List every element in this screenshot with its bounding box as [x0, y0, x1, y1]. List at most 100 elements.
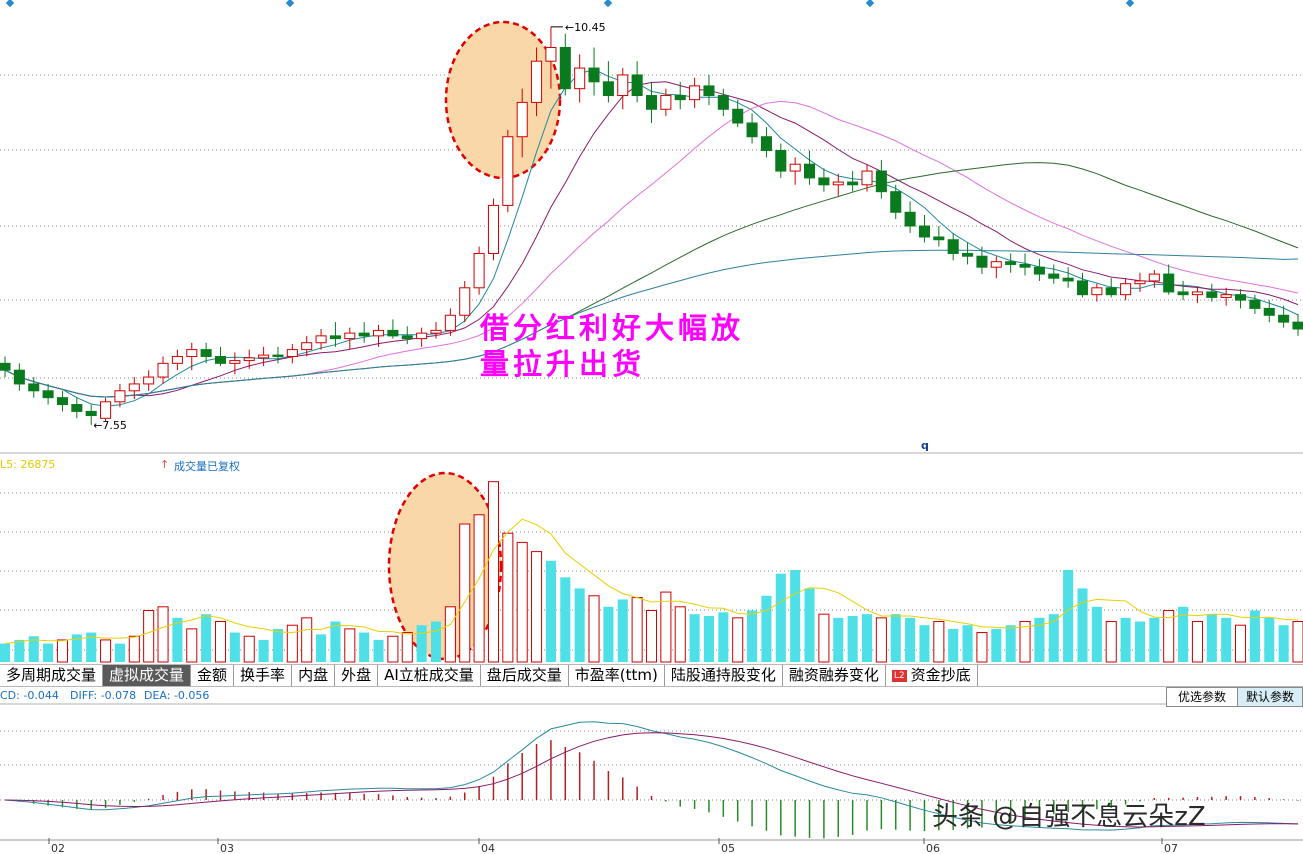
candle-body: [1076, 280, 1089, 296]
optimize-params-button[interactable]: 优选参数: [1166, 687, 1238, 707]
volume-bar: [1221, 617, 1232, 662]
candle-body: [1005, 261, 1017, 265]
volume-bar: [1134, 621, 1145, 662]
candle-body: [416, 332, 428, 340]
candle-body: [42, 390, 54, 399]
candle-body: [373, 329, 385, 337]
volume-bar: [905, 617, 916, 662]
volume-bar: [1249, 610, 1260, 662]
volume-bar: [430, 621, 442, 662]
tab-label: 虚拟成交量: [109, 666, 185, 684]
tab-label: 融资融券变化: [788, 666, 879, 684]
volume-bar: [71, 634, 82, 662]
tab-label: 金额: [197, 666, 228, 684]
volume-bar: [344, 628, 356, 663]
date-tick-label: 05: [721, 842, 735, 854]
tab-label: 多周期成交量: [6, 666, 97, 684]
tab-0[interactable]: 多周期成交量: [0, 665, 104, 686]
tab-6[interactable]: AI立桩成交量: [378, 665, 481, 686]
tab-10[interactable]: 融资融券变化: [783, 665, 886, 686]
candle-body: [947, 239, 959, 254]
tab-11[interactable]: L2 资金抄底: [886, 665, 978, 686]
candle-body: [128, 383, 140, 392]
candle-body: [933, 236, 945, 241]
candle-body: [976, 255, 988, 268]
date-tick-label: 03: [220, 842, 234, 854]
volume-ma-line: [4, 518, 1299, 645]
candle-body: [789, 163, 801, 172]
candle-body: [1278, 314, 1290, 323]
candle-body: [487, 204, 499, 254]
candle-body: [85, 410, 97, 417]
volume-bar: [444, 606, 456, 663]
volume-bar: [645, 609, 658, 663]
tab-5[interactable]: 外盘: [335, 665, 379, 686]
candle-body: [56, 397, 68, 406]
candle-body: [344, 332, 356, 340]
volume-bar: [948, 628, 959, 662]
tab-8[interactable]: 市盈率(ttm): [569, 665, 665, 686]
volume-bar: [0, 643, 11, 662]
date-tick-label: 06: [926, 842, 940, 854]
macd-dea-label: DEA: -0.056: [144, 689, 210, 702]
volume-bar: [1063, 570, 1074, 662]
volume-bar: [86, 632, 97, 662]
tab-2[interactable]: 金额: [191, 665, 235, 686]
candle-body: [531, 60, 543, 103]
candle-body: [1048, 273, 1060, 279]
candle-body: [1163, 273, 1175, 293]
low-label: ←7.55: [93, 419, 127, 432]
candle-body: [861, 170, 873, 186]
volume-bar: [43, 643, 54, 662]
diamond-marker-icon: [285, 0, 295, 8]
tab-3[interactable]: 换手率: [234, 665, 293, 686]
candle-body: [689, 85, 701, 101]
volume-bar: [919, 625, 930, 662]
candle-body: [502, 136, 514, 206]
candle-body: [301, 342, 313, 351]
candle-body: [1177, 291, 1189, 296]
candle-body: [516, 101, 528, 138]
candle-body: [1220, 294, 1232, 298]
volume-bar: [286, 624, 298, 663]
candle-body: [1263, 307, 1275, 316]
volume-bar: [1278, 625, 1289, 662]
candle-body: [962, 252, 974, 257]
macd-dea-line: [4, 732, 1299, 828]
tab-9[interactable]: 陆股通持股变化: [665, 665, 783, 686]
candle-body: [329, 335, 341, 340]
highlight-circle-volume: [387, 471, 503, 661]
volume-bar: [761, 595, 772, 662]
candle-body: [401, 335, 413, 340]
volume-bar: [114, 643, 125, 662]
default-params-button[interactable]: 默认参数: [1237, 687, 1303, 707]
tab-1[interactable]: 虚拟成交量: [103, 665, 192, 686]
volume-bar: [861, 614, 873, 662]
candle-body: [890, 191, 902, 213]
volume-bar: [1105, 621, 1117, 663]
volume-bar: [976, 632, 988, 663]
volume-bar: [1264, 617, 1275, 662]
volume-bar: [1048, 614, 1059, 662]
volume-bar: [487, 481, 499, 663]
volume-bar: [732, 617, 744, 663]
candle-body: [717, 95, 729, 110]
tab-7[interactable]: 盘后成交量: [481, 665, 569, 686]
volume-bar: [143, 609, 155, 663]
volume-bar: [847, 616, 858, 662]
candle-body: [459, 287, 471, 316]
l2-badge-icon: L2: [891, 670, 907, 682]
volume-bar: [962, 625, 973, 662]
candle-body: [1206, 291, 1218, 298]
volume-bar: [301, 617, 313, 663]
volume-bar: [545, 560, 556, 662]
tab-4[interactable]: 内盘: [292, 665, 336, 686]
volume-bar: [416, 625, 427, 662]
candle-body: [430, 329, 442, 334]
candle-body: [918, 225, 930, 238]
candle-body: [200, 349, 212, 357]
volume-bar: [128, 635, 140, 663]
high-label: ←10.45: [565, 21, 606, 34]
watermark: 头条 @自强不息云朵zZ: [932, 802, 1206, 832]
volume-bar: [631, 597, 643, 663]
